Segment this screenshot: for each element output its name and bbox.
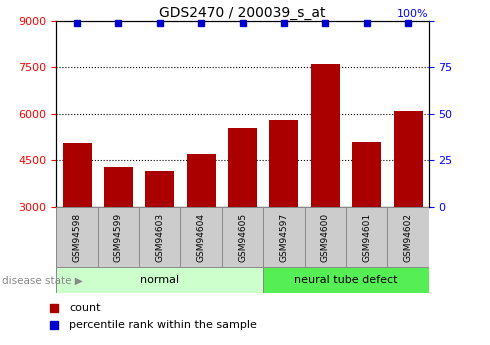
Bar [98, 207, 139, 267]
Bar [263, 207, 305, 267]
Bar [56, 267, 263, 293]
Bar [222, 207, 263, 267]
Text: GSM94600: GSM94600 [321, 213, 330, 262]
Text: normal: normal [140, 275, 179, 285]
Bar [146, 171, 174, 207]
Text: GSM94603: GSM94603 [155, 213, 164, 262]
Text: GSM94602: GSM94602 [404, 213, 413, 262]
Text: GSM94598: GSM94598 [73, 213, 81, 262]
Text: GSM94605: GSM94605 [238, 213, 247, 262]
Bar [305, 207, 346, 267]
Bar [228, 128, 257, 207]
Text: percentile rank within the sample: percentile rank within the sample [70, 320, 257, 330]
Bar [388, 207, 429, 267]
Bar [187, 154, 216, 207]
Bar [393, 111, 422, 207]
Bar [180, 207, 222, 267]
Text: GSM94599: GSM94599 [114, 213, 123, 262]
Text: disease state ▶: disease state ▶ [2, 275, 83, 285]
Bar [104, 167, 133, 207]
Bar [63, 144, 92, 207]
Text: count: count [70, 303, 101, 313]
Text: GSM94604: GSM94604 [196, 213, 206, 262]
Bar [139, 207, 180, 267]
Text: GSM94597: GSM94597 [279, 213, 289, 262]
Bar [263, 267, 429, 293]
Text: neural tube defect: neural tube defect [294, 275, 398, 285]
Bar [270, 120, 298, 207]
Bar [311, 64, 340, 207]
Bar [346, 207, 388, 267]
Bar [56, 207, 98, 267]
Title: GDS2470 / 200039_s_at: GDS2470 / 200039_s_at [159, 6, 326, 20]
Text: 100%: 100% [397, 9, 429, 19]
Text: GSM94601: GSM94601 [362, 213, 371, 262]
Bar [352, 142, 381, 207]
